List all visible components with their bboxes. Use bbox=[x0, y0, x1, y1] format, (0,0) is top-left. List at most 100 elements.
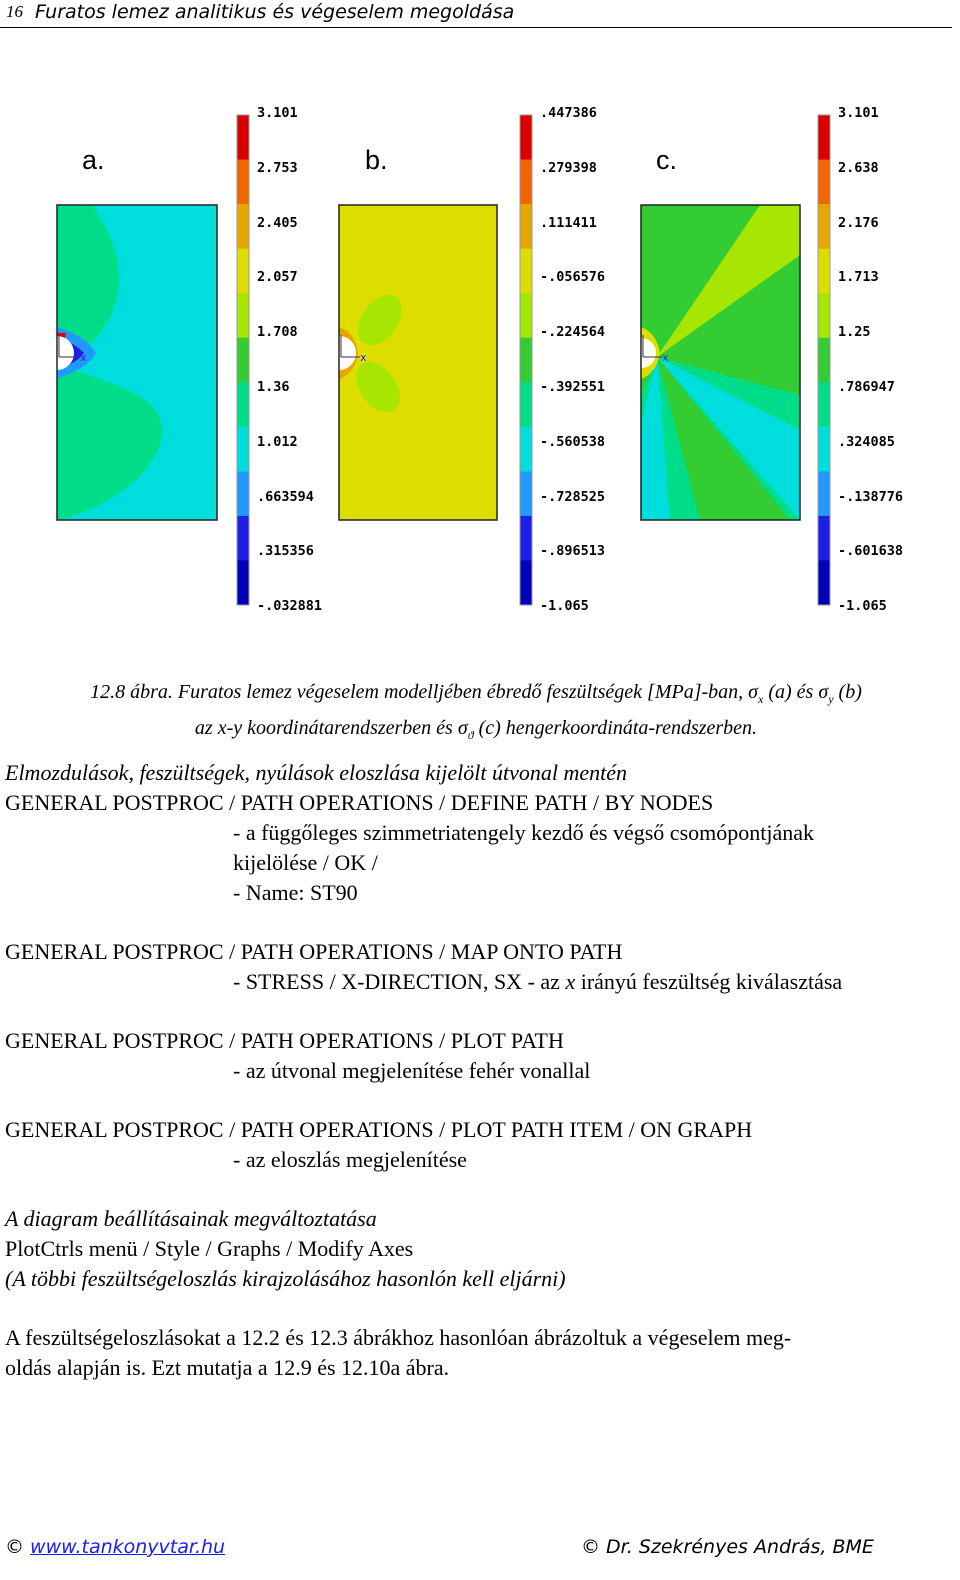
note-line: (A többi feszültségeloszlás kirajzolásáh… bbox=[5, 1266, 566, 1291]
legend-swatch bbox=[520, 115, 532, 161]
header-title: Furatos lemez analitikus és végeselem me… bbox=[35, 1, 515, 23]
legend-swatch bbox=[520, 204, 532, 250]
legend-swatch bbox=[818, 204, 830, 250]
panel-letter-a: a. bbox=[82, 145, 105, 175]
legend-tick-label: .786947 bbox=[838, 379, 895, 395]
paragraph-line: oldás alapján is. Ezt mutatja a 12.9 és … bbox=[5, 1355, 450, 1380]
page-header: 16 Furatos lemez analitikus és végeselem… bbox=[0, 0, 952, 28]
legend-tick-label: 2.638 bbox=[838, 159, 879, 176]
caption-text: (b) bbox=[833, 681, 862, 703]
legend-tick-label: .111411 bbox=[540, 214, 597, 231]
legend-tick-label: -.601638 bbox=[838, 543, 904, 560]
menu-path-plot: GENERAL POSTPROC / PATH OPERATIONS / PLO… bbox=[5, 1028, 564, 1053]
legend-tick-label: 2.753 bbox=[257, 159, 298, 176]
legend-swatch bbox=[520, 515, 532, 561]
panel-letter-c: c. bbox=[656, 145, 678, 175]
legend-tick-label: 1.25 bbox=[838, 324, 871, 341]
menu-path-axes: PlotCtrls menü / Style / Graphs / Modify… bbox=[5, 1236, 414, 1261]
legend-swatch bbox=[818, 159, 830, 205]
caption-text: az x-y koordinátarendszerben és bbox=[194, 717, 458, 739]
instruction-line: - STRESS / X-DIRECTION, SX - az x irányú… bbox=[5, 967, 945, 997]
instruction-line: kijelölése / OK / bbox=[233, 850, 378, 875]
legend-swatch bbox=[520, 159, 532, 205]
legend-swatch bbox=[237, 204, 249, 250]
legend-swatch bbox=[237, 337, 249, 383]
legend-swatch bbox=[520, 560, 532, 606]
legend-frame bbox=[817, 114, 831, 606]
legend-swatch bbox=[520, 426, 532, 472]
stress-contour-plots bbox=[56, 114, 831, 606]
legend-swatch bbox=[520, 337, 532, 383]
contour-plot-b bbox=[339, 205, 497, 520]
copyright-icon: © bbox=[581, 1536, 600, 1558]
legend-tick-label: 1.713 bbox=[838, 269, 879, 286]
legend-tick-label: 1.708 bbox=[257, 324, 298, 341]
menu-path-define: GENERAL POSTPROC / PATH OPERATIONS / DEF… bbox=[5, 790, 714, 815]
instruction-line: - a függőleges szimmetriatengely kezdő é… bbox=[233, 820, 814, 845]
path-instructions: Elmozdulások, feszültségek, nyúlások elo… bbox=[5, 758, 945, 1383]
color-legends bbox=[236, 114, 831, 606]
instruction-line: - Name: ST90 bbox=[233, 880, 358, 905]
legend-tick-label: -.728525 bbox=[540, 488, 606, 505]
legend-tick-label: 2.176 bbox=[838, 214, 879, 231]
legend-frame bbox=[236, 114, 250, 606]
stress-figure: a. b. c. x x x 3.101 2.753 2.405 2.057 1.708… bbox=[0, 95, 960, 625]
legend-tick-label: .663594 bbox=[257, 488, 314, 505]
legend-swatch bbox=[818, 471, 830, 517]
legend-tick-label: -.056576 bbox=[540, 269, 606, 286]
website-link[interactable]: www.tankonyvtar.hu bbox=[30, 1536, 226, 1558]
legend-swatch bbox=[818, 382, 830, 428]
copyright-icon: © bbox=[5, 1536, 24, 1558]
instruction-text: x bbox=[565, 969, 576, 994]
caption-line-1: 12.8 ábra. Furatos lemez végeselem model… bbox=[0, 678, 952, 714]
legend-tick-label: .324085 bbox=[838, 433, 895, 450]
legend-tick-label: .447386 bbox=[540, 105, 597, 121]
legend-tick-label: 1.36 bbox=[257, 379, 290, 395]
legend-tick-label: -.896513 bbox=[540, 543, 606, 560]
sigma-sub-y: y bbox=[828, 692, 834, 706]
instruction-line: - az eloszlás megjelenítése bbox=[233, 1147, 467, 1172]
legend-swatch bbox=[237, 471, 249, 517]
legend-tick-label: 2.405 bbox=[257, 214, 298, 231]
caption-text: (a) és bbox=[763, 681, 819, 703]
instruction-line: - az útvonal megjelenítése fehér vonalla… bbox=[233, 1058, 591, 1083]
legend-swatch bbox=[818, 248, 830, 294]
paragraph-line: A feszültségeloszlásokat a 12.2 és 12.3 … bbox=[5, 1325, 792, 1350]
legend-swatch bbox=[237, 382, 249, 428]
coordinate-markers bbox=[58, 335, 662, 358]
legend-tick-label: -.032881 bbox=[257, 598, 323, 615]
legend-tick-label: -1.065 bbox=[540, 598, 589, 615]
legend-tick-label: -.138776 bbox=[838, 488, 904, 505]
legend-swatch bbox=[818, 426, 830, 472]
legend-swatch bbox=[818, 293, 830, 339]
legend-swatch bbox=[237, 560, 249, 606]
section-heading: Elmozdulások, feszültségek, nyúlások elo… bbox=[5, 760, 628, 785]
sigma-sub-x: x bbox=[758, 692, 764, 706]
legend-swatch bbox=[237, 426, 249, 472]
legend-swatch bbox=[237, 159, 249, 205]
author-credit: Dr. Szekrényes András, BME bbox=[606, 1536, 874, 1558]
legend-swatch bbox=[818, 337, 830, 383]
caption-text: 12.8 ábra. Furatos lemez végeselem model… bbox=[90, 681, 749, 703]
legend-swatch bbox=[818, 560, 830, 606]
page-number: 16 bbox=[6, 2, 23, 21]
axis-x-label-c: x bbox=[662, 351, 669, 364]
legend-tick-label: -1.065 bbox=[838, 598, 887, 615]
footer-right: © Dr. Szekrényes András, BME bbox=[581, 1536, 874, 1558]
subheading: A diagram beállításainak megváltoztatása bbox=[5, 1206, 377, 1231]
axis-x-label-b: x bbox=[360, 351, 367, 364]
legend-tick-label: -.224564 bbox=[540, 324, 606, 341]
legend-swatch bbox=[520, 471, 532, 517]
legend-tick-label: 2.057 bbox=[257, 269, 298, 286]
legend-tick-label: -.392551 bbox=[540, 379, 606, 395]
instruction-text: irányú feszültség kiválasztása bbox=[575, 969, 843, 994]
panel-letter-b: b. bbox=[365, 145, 388, 175]
menu-path-graph: GENERAL POSTPROC / PATH OPERATIONS / PLO… bbox=[5, 1117, 753, 1142]
legend-swatch bbox=[520, 293, 532, 339]
legend-swatch bbox=[520, 382, 532, 428]
legend-tick-label: -.560538 bbox=[540, 433, 606, 450]
sigma-symbol: σ bbox=[818, 681, 829, 703]
sigma-symbol: σ bbox=[748, 681, 759, 703]
caption-text: (c) hengerkoordináta-rendszerben. bbox=[473, 717, 758, 739]
legend-swatch bbox=[520, 248, 532, 294]
